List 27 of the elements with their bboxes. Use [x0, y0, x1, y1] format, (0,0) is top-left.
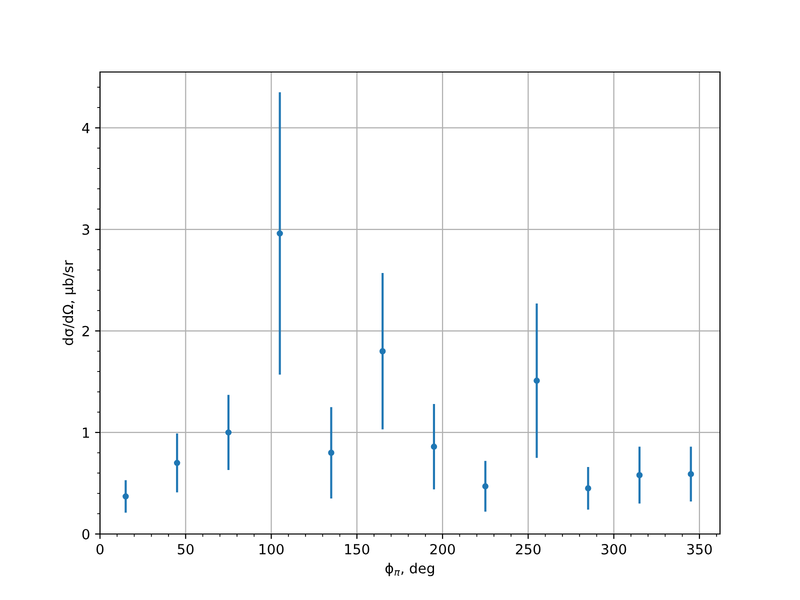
point	[174, 460, 180, 466]
point	[534, 378, 540, 384]
x-tick-label: 300	[602, 544, 626, 554]
point	[225, 429, 232, 436]
x-tick-label: 100	[260, 544, 284, 554]
point	[430, 444, 438, 450]
point	[276, 230, 283, 237]
point	[584, 485, 592, 492]
point	[328, 450, 334, 456]
y-tick-label: 3	[82, 224, 90, 235]
y-tick-label: 2	[82, 326, 89, 336]
x-tick-label: 0	[96, 544, 104, 554]
point	[379, 348, 386, 354]
y-tick-label: 1	[82, 428, 89, 438]
x-tick-label: 200	[430, 544, 455, 554]
point	[636, 472, 643, 478]
x-tick-label: 50	[178, 544, 194, 554]
x-tick-label: 350	[687, 544, 712, 554]
y-axis-title: dσ/dΩ, μb/sr	[62, 260, 76, 346]
y-tick-label: 4	[82, 122, 90, 134]
x-tick-label: 250	[516, 544, 541, 554]
x-tick-label: 150	[345, 544, 370, 554]
point	[482, 483, 488, 490]
y-tick-label: 0	[82, 528, 90, 540]
point	[122, 493, 129, 500]
point	[688, 470, 694, 478]
x-axis-title: ϕ$_{π}$, deg	[385, 562, 434, 576]
